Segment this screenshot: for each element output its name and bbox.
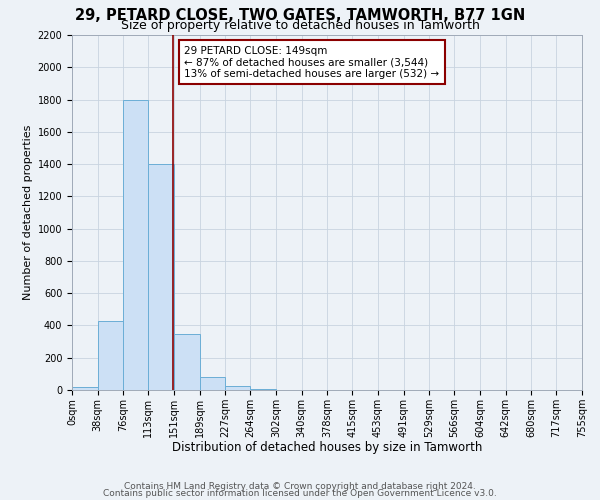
Text: 29, PETARD CLOSE, TWO GATES, TAMWORTH, B77 1GN: 29, PETARD CLOSE, TWO GATES, TAMWORTH, B… — [75, 8, 525, 22]
Bar — [200, 377, 226, 390]
Bar — [98, 320, 124, 390]
Bar — [226, 386, 250, 390]
Text: Size of property relative to detached houses in Tamworth: Size of property relative to detached ho… — [121, 18, 479, 32]
Bar — [72, 387, 98, 390]
Text: 29 PETARD CLOSE: 149sqm
← 87% of detached houses are smaller (3,544)
13% of semi: 29 PETARD CLOSE: 149sqm ← 87% of detache… — [184, 46, 439, 79]
Bar — [124, 100, 148, 390]
Text: Contains public sector information licensed under the Open Government Licence v3: Contains public sector information licen… — [103, 488, 497, 498]
X-axis label: Distribution of detached houses by size in Tamworth: Distribution of detached houses by size … — [172, 442, 482, 454]
Bar — [148, 164, 174, 390]
Bar — [174, 334, 200, 390]
Y-axis label: Number of detached properties: Number of detached properties — [23, 125, 34, 300]
Text: Contains HM Land Registry data © Crown copyright and database right 2024.: Contains HM Land Registry data © Crown c… — [124, 482, 476, 491]
Bar — [250, 389, 276, 390]
